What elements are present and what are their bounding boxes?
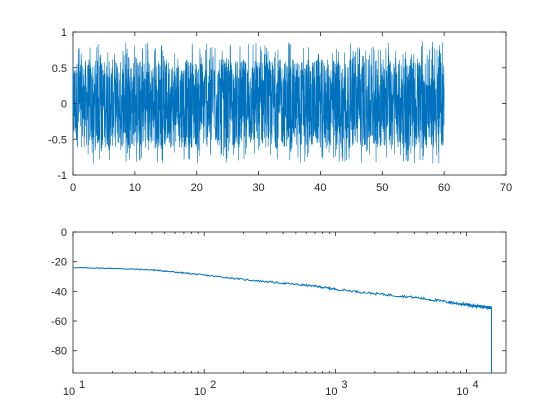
x-tick-label: 10 bbox=[129, 182, 141, 194]
y-tick-label: -1 bbox=[57, 170, 67, 182]
y-tick-label: 0 bbox=[61, 99, 67, 111]
x-tick-label-exponent: 3 bbox=[341, 379, 347, 391]
bottom-plot-axes-frame bbox=[72, 231, 507, 374]
y-tick-label: -20 bbox=[51, 257, 67, 269]
bottom-spectrum-plot: 10 1 10 2 10 3 10 4 -80 -60 -40 -20 0 bbox=[51, 227, 507, 398]
x-tick-label-exponent: 4 bbox=[473, 379, 479, 391]
y-tick-label: -40 bbox=[51, 286, 67, 298]
y-tick-label: 0.5 bbox=[52, 63, 67, 75]
x-tick-label: 0 bbox=[70, 182, 76, 194]
spectrum-line bbox=[72, 267, 492, 373]
x-tick-label: 30 bbox=[252, 182, 264, 194]
x-tick-label-exponent: 1 bbox=[79, 379, 85, 391]
y-tick-label: -60 bbox=[51, 316, 67, 328]
y-tick-label: -80 bbox=[51, 346, 67, 358]
bottom-plot-ticks: 10 1 10 2 10 3 10 4 -80 -60 -40 -20 0 bbox=[51, 227, 506, 398]
signal-line bbox=[72, 41, 445, 164]
y-tick-label: 1 bbox=[61, 27, 67, 39]
x-tick-label: 40 bbox=[314, 182, 326, 194]
x-tick-label: 10 bbox=[456, 386, 468, 398]
x-tick-label: 20 bbox=[191, 182, 203, 194]
x-tick-label: 10 bbox=[63, 386, 75, 398]
top-plot-ticks: 0 10 20 30 40 50 60 70 -1 -0.5 0 0.5 1 bbox=[48, 27, 512, 194]
x-tick-label: 70 bbox=[500, 182, 512, 194]
x-tick-label-exponent: 2 bbox=[210, 379, 216, 391]
top-time-signal-plot: 0 10 20 30 40 50 60 70 -1 -0.5 0 0.5 1 bbox=[48, 27, 512, 194]
x-tick-label: 50 bbox=[376, 182, 388, 194]
x-tick-label: 60 bbox=[438, 182, 450, 194]
top-plot-signal-series bbox=[72, 41, 445, 164]
y-tick-label: -0.5 bbox=[48, 134, 67, 146]
x-tick-label: 10 bbox=[194, 386, 206, 398]
y-tick-label: 0 bbox=[61, 227, 67, 239]
bottom-plot-spectrum-series bbox=[72, 267, 492, 373]
x-tick-label: 10 bbox=[325, 386, 337, 398]
